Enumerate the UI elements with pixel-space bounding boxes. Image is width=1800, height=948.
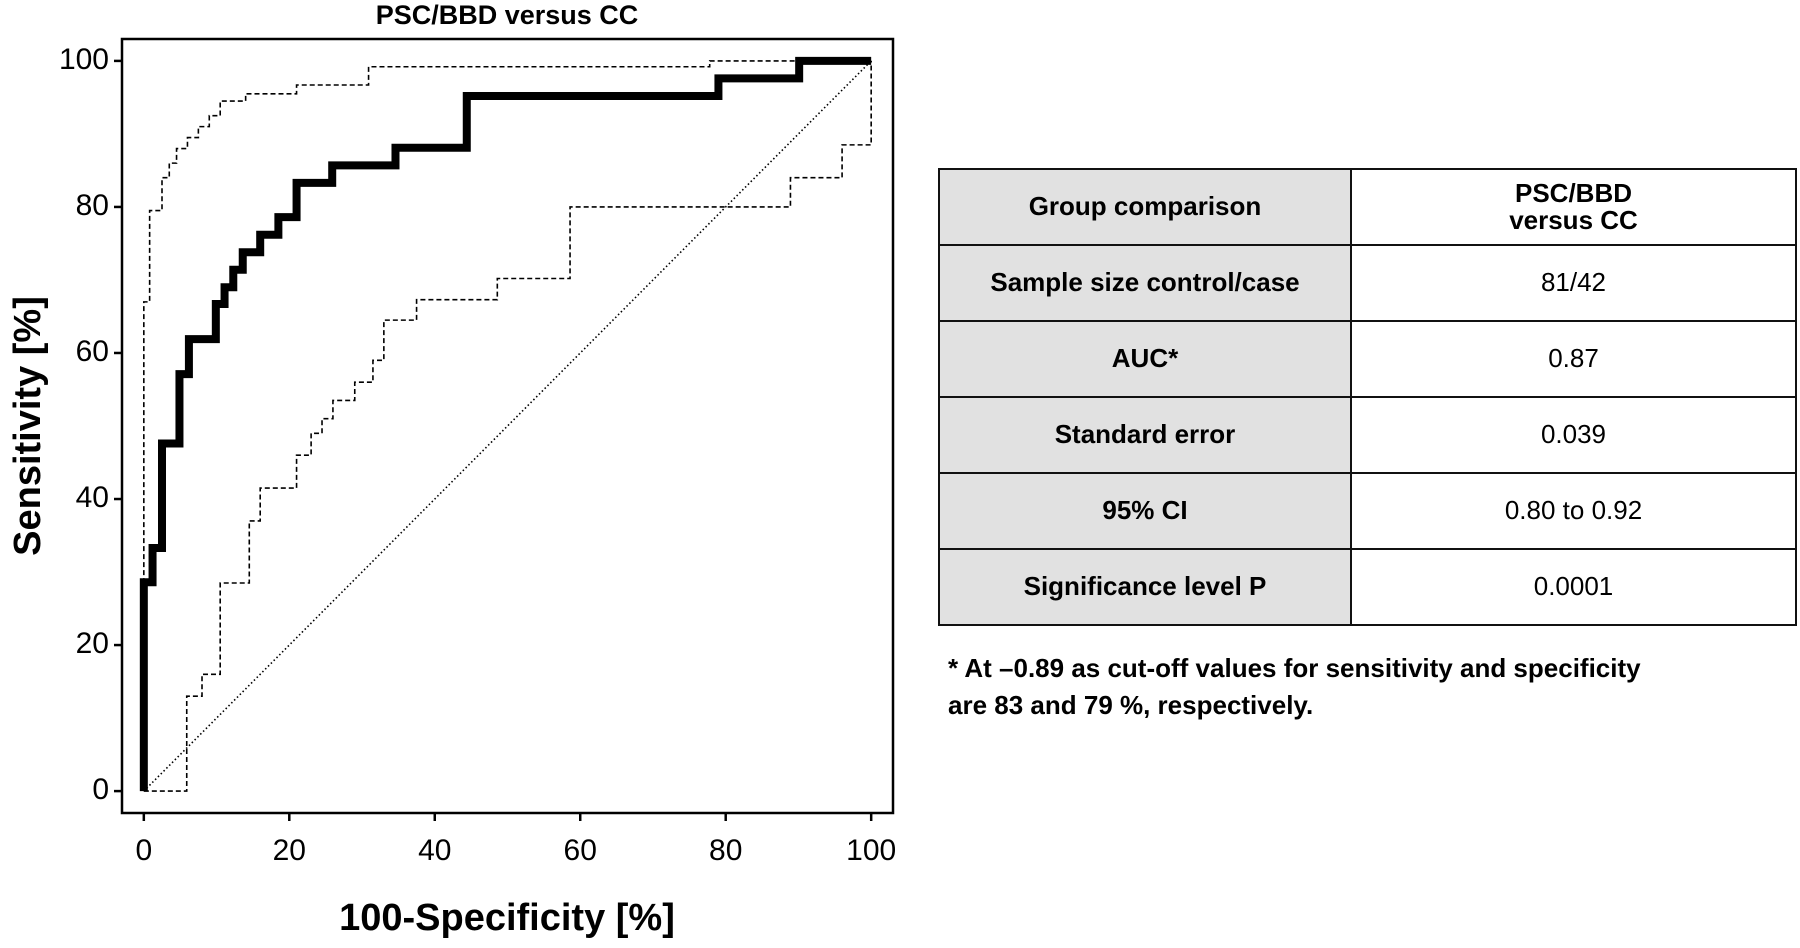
- table-cell: Standard error: [938, 396, 1352, 474]
- header-cell: Group comparison: [938, 168, 1352, 246]
- table-cell: Significance level P: [938, 548, 1352, 626]
- x-tick-label: 40: [418, 834, 451, 867]
- table-row: Significance level P 0.0001: [938, 548, 1797, 626]
- footnote: * At –0.89 as cut-off values for sensiti…: [948, 653, 1641, 720]
- plot-frame: [120, 37, 895, 815]
- table-row: Group comparison PSC/BBD versus CC: [938, 168, 1797, 246]
- y-tick-label: 40: [76, 481, 109, 514]
- table-row: 95% CI 0.80 to 0.92: [938, 472, 1797, 550]
- x-tick-label: 60: [564, 834, 597, 867]
- y-tick-label: 20: [76, 627, 109, 660]
- x-axis-label: 100-Specificity [%]: [339, 897, 675, 939]
- roc-line: [143, 60, 872, 792]
- table-cell: 0.039: [1350, 396, 1797, 474]
- table-cell: 95% CI: [938, 472, 1352, 550]
- table-row: AUC* 0.87: [938, 320, 1797, 398]
- summary-table: Group comparison PSC/BBD versus CC Sample …: [938, 168, 1797, 626]
- table-cell: 0.87: [1350, 320, 1797, 398]
- table-cell: AUC*: [938, 320, 1352, 398]
- table-cell: 0.80 to 0.92: [1350, 472, 1797, 550]
- x-tick-label: 0: [135, 834, 152, 867]
- roc-line: [143, 60, 872, 792]
- table-cell: 81/42: [1350, 244, 1797, 322]
- roc-line: [143, 60, 872, 792]
- roc-line: [139, 56, 872, 792]
- y-tick-label: 80: [76, 189, 109, 222]
- y-tick-label: 0: [92, 773, 109, 806]
- chart-title: PSC/BBD versus CC: [376, 0, 639, 30]
- y-tick-label: 100: [59, 43, 109, 76]
- x-tick-label: 80: [709, 834, 742, 867]
- table-cell: Sample size control/case: [938, 244, 1352, 322]
- x-tick-label: 20: [273, 834, 306, 867]
- table-row: Sample size control/case 81/42: [938, 244, 1797, 322]
- table-cell: 0.0001: [1350, 548, 1797, 626]
- x-tick-label: 100: [846, 834, 896, 867]
- y-tick-label: 60: [76, 335, 109, 368]
- header-cell: PSC/BBD versus CC: [1350, 168, 1797, 246]
- y-axis-label: Sensitivity [%]: [7, 296, 49, 556]
- table-row: Standard error 0.039: [938, 396, 1797, 474]
